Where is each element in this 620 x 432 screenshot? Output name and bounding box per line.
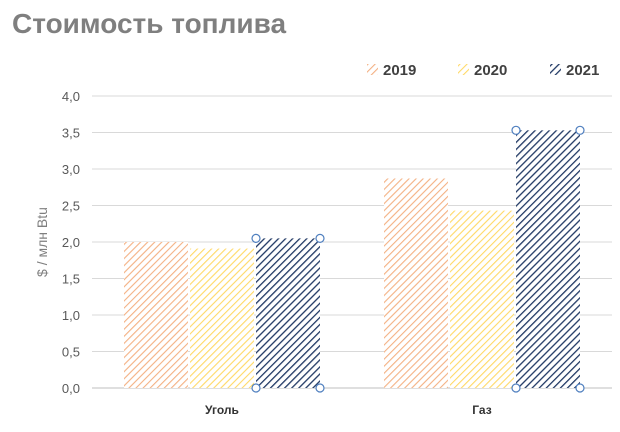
bar-2021-Газ[interactable] [516, 130, 580, 388]
y-tick-label: 3,5 [62, 126, 80, 141]
x-axis-category-labels: Уголь Газ [205, 403, 492, 417]
bar-2020-Уголь[interactable] [190, 248, 254, 388]
selection-handles [251, 125, 585, 393]
y-tick-label: 3,0 [62, 162, 80, 177]
selection-handle[interactable] [315, 383, 325, 393]
y-tick-label: 0,0 [62, 381, 80, 396]
bar-2019-Уголь[interactable] [124, 242, 188, 388]
selection-handle[interactable] [251, 233, 261, 243]
bar-2021-Уголь[interactable] [256, 238, 320, 388]
legend-label-2021: 2021 [566, 62, 599, 79]
legend-label-2020: 2020 [474, 62, 507, 79]
chart-title: Стоимость топлива [12, 8, 287, 39]
y-tick-label: 0,5 [62, 345, 80, 360]
y-tick-label: 2,0 [62, 235, 80, 250]
selection-handle[interactable] [251, 383, 261, 393]
selection-handle[interactable] [575, 383, 585, 393]
y-tick-label: 1,5 [62, 272, 80, 287]
y-tick-label: 4,0 [62, 89, 80, 104]
legend-label-2019: 2019 [383, 62, 416, 79]
y-tick-label: 2,5 [62, 199, 80, 214]
bar-2020-Газ[interactable] [450, 210, 514, 388]
selection-handle[interactable] [315, 233, 325, 243]
bar-2019-Газ[interactable] [384, 178, 448, 388]
legend-swatch-2020 [458, 64, 469, 75]
y-axis-label: $ / млн Btu [34, 207, 50, 277]
legend-swatch-2019 [367, 64, 378, 75]
selection-handle[interactable] [511, 383, 521, 393]
bars [124, 130, 580, 388]
x-category-label: Уголь [205, 403, 239, 417]
selection-handle[interactable] [511, 125, 521, 135]
legend-swatch-2021 [550, 64, 561, 75]
y-axis-tick-labels: 0,0 0,5 1,0 1,5 2,0 2,5 3,0 3,5 4,0 [62, 89, 80, 396]
legend: 2019 2020 2021 [367, 62, 599, 79]
y-tick-label: 1,0 [62, 308, 80, 323]
selection-handle[interactable] [575, 125, 585, 135]
x-category-label: Газ [472, 403, 491, 417]
